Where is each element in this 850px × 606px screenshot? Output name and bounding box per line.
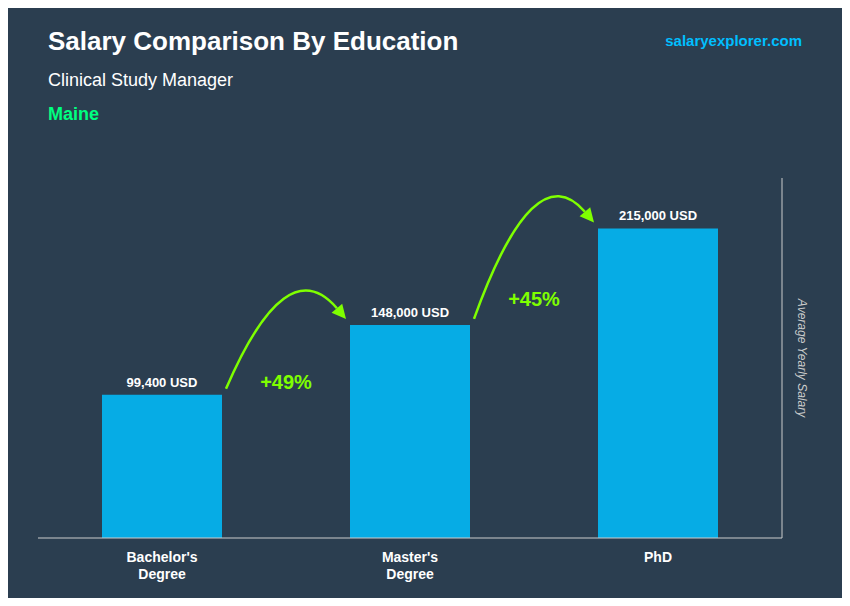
html-text:Clinical Study Manager: Clinical Study Manager bbox=[48, 70, 234, 90]
html-text:Salary Comparison By Education: Salary Comparison By Education bbox=[48, 26, 459, 56]
svg-text:215,000 USD: 215,000 USD bbox=[619, 208, 697, 223]
svg-text:99,400 USD: 99,400 USD bbox=[127, 375, 198, 390]
svg-text:+45%: +45% bbox=[508, 288, 560, 310]
svg-text:+49%: +49% bbox=[260, 371, 312, 393]
svg-text:148,000 USD: 148,000 USD bbox=[371, 305, 449, 320]
html-text:salaryexplorer.com: salaryexplorer.com bbox=[665, 32, 802, 49]
svg-text:PhD: PhD bbox=[644, 549, 672, 565]
html-text:Maine: Maine bbox=[48, 104, 99, 124]
svg-text:Average Yearly Salary: Average Yearly Salary bbox=[795, 298, 809, 418]
svg-text:Master'sDegree: Master'sDegree bbox=[382, 549, 438, 582]
svg-text:Bachelor'sDegree: Bachelor'sDegree bbox=[126, 549, 197, 582]
